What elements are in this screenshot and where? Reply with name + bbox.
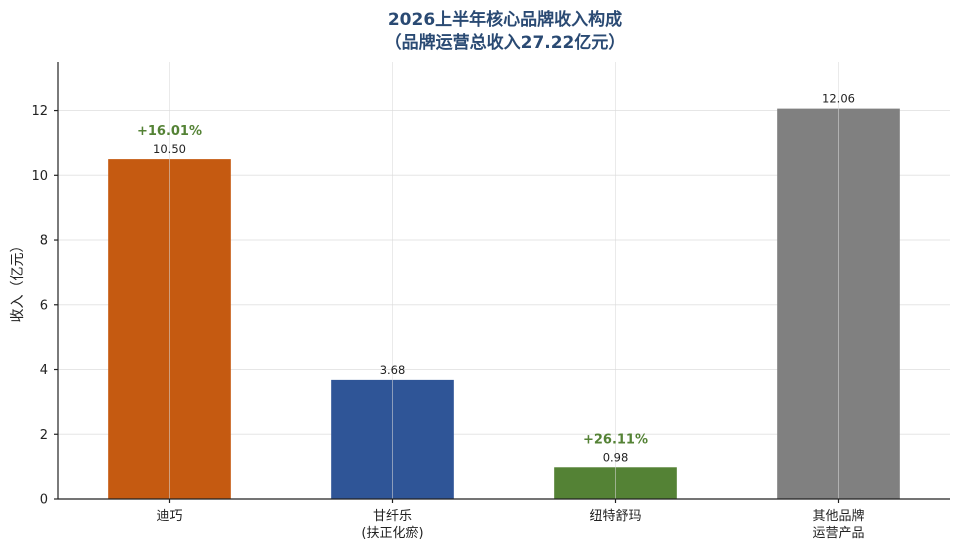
y-tick-label: 8: [40, 234, 48, 249]
x-tick-label-1: 迪巧: [156, 509, 182, 524]
y-tick-label: 4: [40, 363, 48, 378]
x-tick-label-4: 其他品牌: [812, 508, 864, 524]
x-tick-label-2: (扶正化瘀): [361, 525, 423, 541]
x-tick-label-2: 甘纤乐: [373, 509, 412, 524]
y-tick-label: 6: [40, 298, 48, 313]
value-label-3: 0.98: [603, 450, 629, 464]
growth-label-1: +16.01%: [137, 124, 202, 139]
x-tick-label-4: 运营产品: [812, 526, 864, 541]
value-label-1: 10.50: [153, 142, 186, 156]
chart-title: 2026上半年核心品牌收入构成（品牌运营总收入27.22亿元）: [385, 9, 626, 53]
y-axis-label: 收入（亿元）: [10, 239, 26, 323]
y-tick-label: 0: [40, 493, 48, 508]
labels: 10.50 +16.01% 3.68 0.98 +26.11% 12.06: [137, 62, 855, 499]
y-tick-label: 2: [40, 428, 48, 443]
chart-title-line-1: 2026上半年核心品牌收入构成: [388, 9, 622, 30]
chart-title-line-2: （品牌运营总收入27.22亿元）: [385, 32, 626, 53]
y-tick-label: 10: [31, 169, 48, 184]
growth-label-3: +26.11%: [583, 432, 648, 447]
y-tick-label: 12: [31, 104, 48, 119]
bars: [108, 108, 900, 499]
value-label-2: 3.68: [380, 363, 406, 377]
x-tick-label-3: 纽特舒玛: [589, 509, 641, 524]
value-label-4: 12.06: [822, 92, 855, 106]
